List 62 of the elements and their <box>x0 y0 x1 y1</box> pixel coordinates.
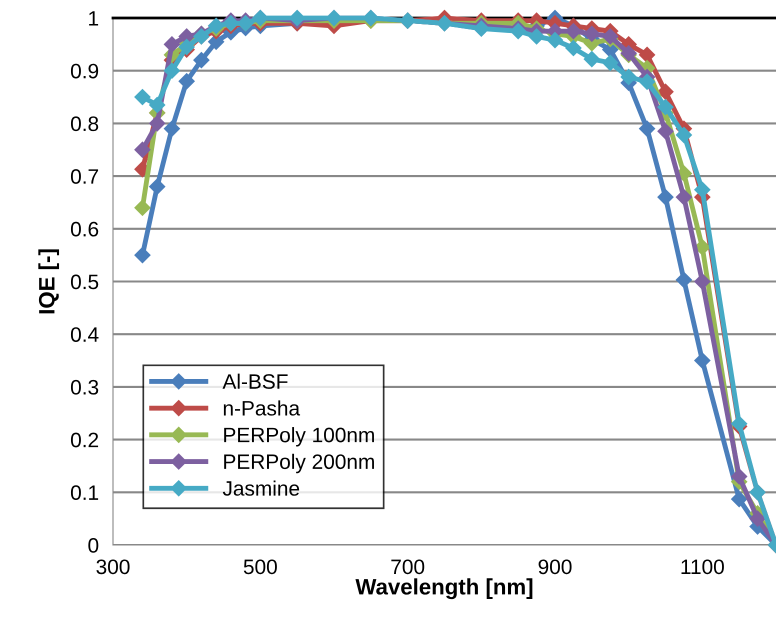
point <box>134 88 151 106</box>
y-tick-label: 0.7 <box>70 169 98 184</box>
point <box>750 510 766 527</box>
point <box>620 68 637 86</box>
y-axis-title: IQE [-] <box>38 249 60 314</box>
point <box>289 10 306 26</box>
point <box>694 352 710 369</box>
point <box>178 38 195 56</box>
point <box>657 84 674 100</box>
point <box>657 99 674 116</box>
point <box>639 46 656 63</box>
point <box>657 123 674 140</box>
point <box>164 36 180 52</box>
y-tick-label: 0.1 <box>70 485 98 500</box>
point <box>193 52 210 68</box>
x-tick-label: 1100 <box>682 559 724 574</box>
point <box>731 468 748 485</box>
y-tick-label: 0.9 <box>70 64 98 78</box>
point <box>731 491 748 508</box>
x-tick-label: 900 <box>538 559 572 574</box>
x-tick-label: 700 <box>391 559 424 574</box>
y-tick-label: 0 <box>88 538 98 553</box>
point <box>510 23 526 40</box>
legend-label: Al-BSF <box>222 374 288 389</box>
x-tick-label: 300 <box>96 559 130 574</box>
point <box>657 189 674 206</box>
y-tick-label: 0.2 <box>70 432 98 448</box>
point <box>134 142 151 158</box>
point <box>676 126 692 144</box>
x-axis-title: Wavelength [nm] <box>355 578 532 600</box>
y-tick-label: 0.8 <box>70 116 98 132</box>
point <box>676 272 692 288</box>
point <box>149 178 166 195</box>
point <box>178 73 195 90</box>
point <box>676 189 692 206</box>
legend-label: PERPoly 100nm <box>224 427 374 446</box>
point <box>565 40 582 56</box>
y-tick-label: 0.6 <box>70 222 98 237</box>
point <box>149 115 166 132</box>
point <box>528 28 545 45</box>
y-tick-label: 0.3 <box>70 380 98 395</box>
y-tick-label: 0.4 <box>70 327 99 342</box>
point <box>639 74 656 90</box>
y-tick-label: 0.5 <box>70 274 98 290</box>
point <box>134 200 151 216</box>
point <box>639 120 656 137</box>
legend-label: PERPoly 200nm <box>224 454 374 474</box>
legend-label: Jasmine <box>222 480 300 496</box>
point <box>584 26 600 42</box>
legend-label: n-Pasha <box>224 400 300 416</box>
point <box>134 247 151 264</box>
point <box>164 62 180 79</box>
x-tick-label: 500 <box>244 559 277 574</box>
y-tick-label: 1 <box>89 11 98 26</box>
point <box>164 120 180 137</box>
point <box>694 182 710 198</box>
point <box>584 51 600 68</box>
point <box>565 23 582 40</box>
point <box>602 54 618 71</box>
point <box>694 273 710 290</box>
point <box>149 96 166 114</box>
point <box>546 32 564 48</box>
